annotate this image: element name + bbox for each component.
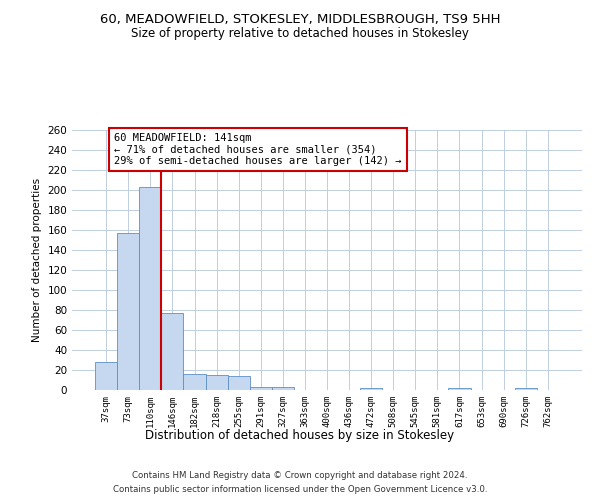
Bar (184, 374, 206, 390)
Text: Distribution of detached houses by size in Stokesley: Distribution of detached houses by size … (145, 428, 455, 442)
Bar (272, 387, 294, 390)
Text: Size of property relative to detached houses in Stokesley: Size of property relative to detached ho… (131, 28, 469, 40)
Text: 60 MEADOWFIELD: 141sqm
← 71% of detached houses are smaller (354)
29% of semi-de: 60 MEADOWFIELD: 141sqm ← 71% of detached… (114, 133, 401, 166)
Bar (360, 388, 382, 390)
Text: Contains public sector information licensed under the Open Government Licence v3: Contains public sector information licen… (113, 486, 487, 494)
Bar (227, 376, 250, 390)
Bar (206, 375, 227, 390)
Bar (161, 313, 184, 390)
Bar (117, 233, 139, 390)
Bar (515, 388, 537, 390)
Bar (139, 187, 161, 390)
Y-axis label: Number of detached properties: Number of detached properties (32, 178, 42, 342)
Bar (250, 387, 272, 390)
Text: Contains HM Land Registry data © Crown copyright and database right 2024.: Contains HM Land Registry data © Crown c… (132, 470, 468, 480)
Bar (95, 362, 117, 390)
Text: 60, MEADOWFIELD, STOKESLEY, MIDDLESBROUGH, TS9 5HH: 60, MEADOWFIELD, STOKESLEY, MIDDLESBROUG… (100, 12, 500, 26)
Bar (448, 388, 470, 390)
